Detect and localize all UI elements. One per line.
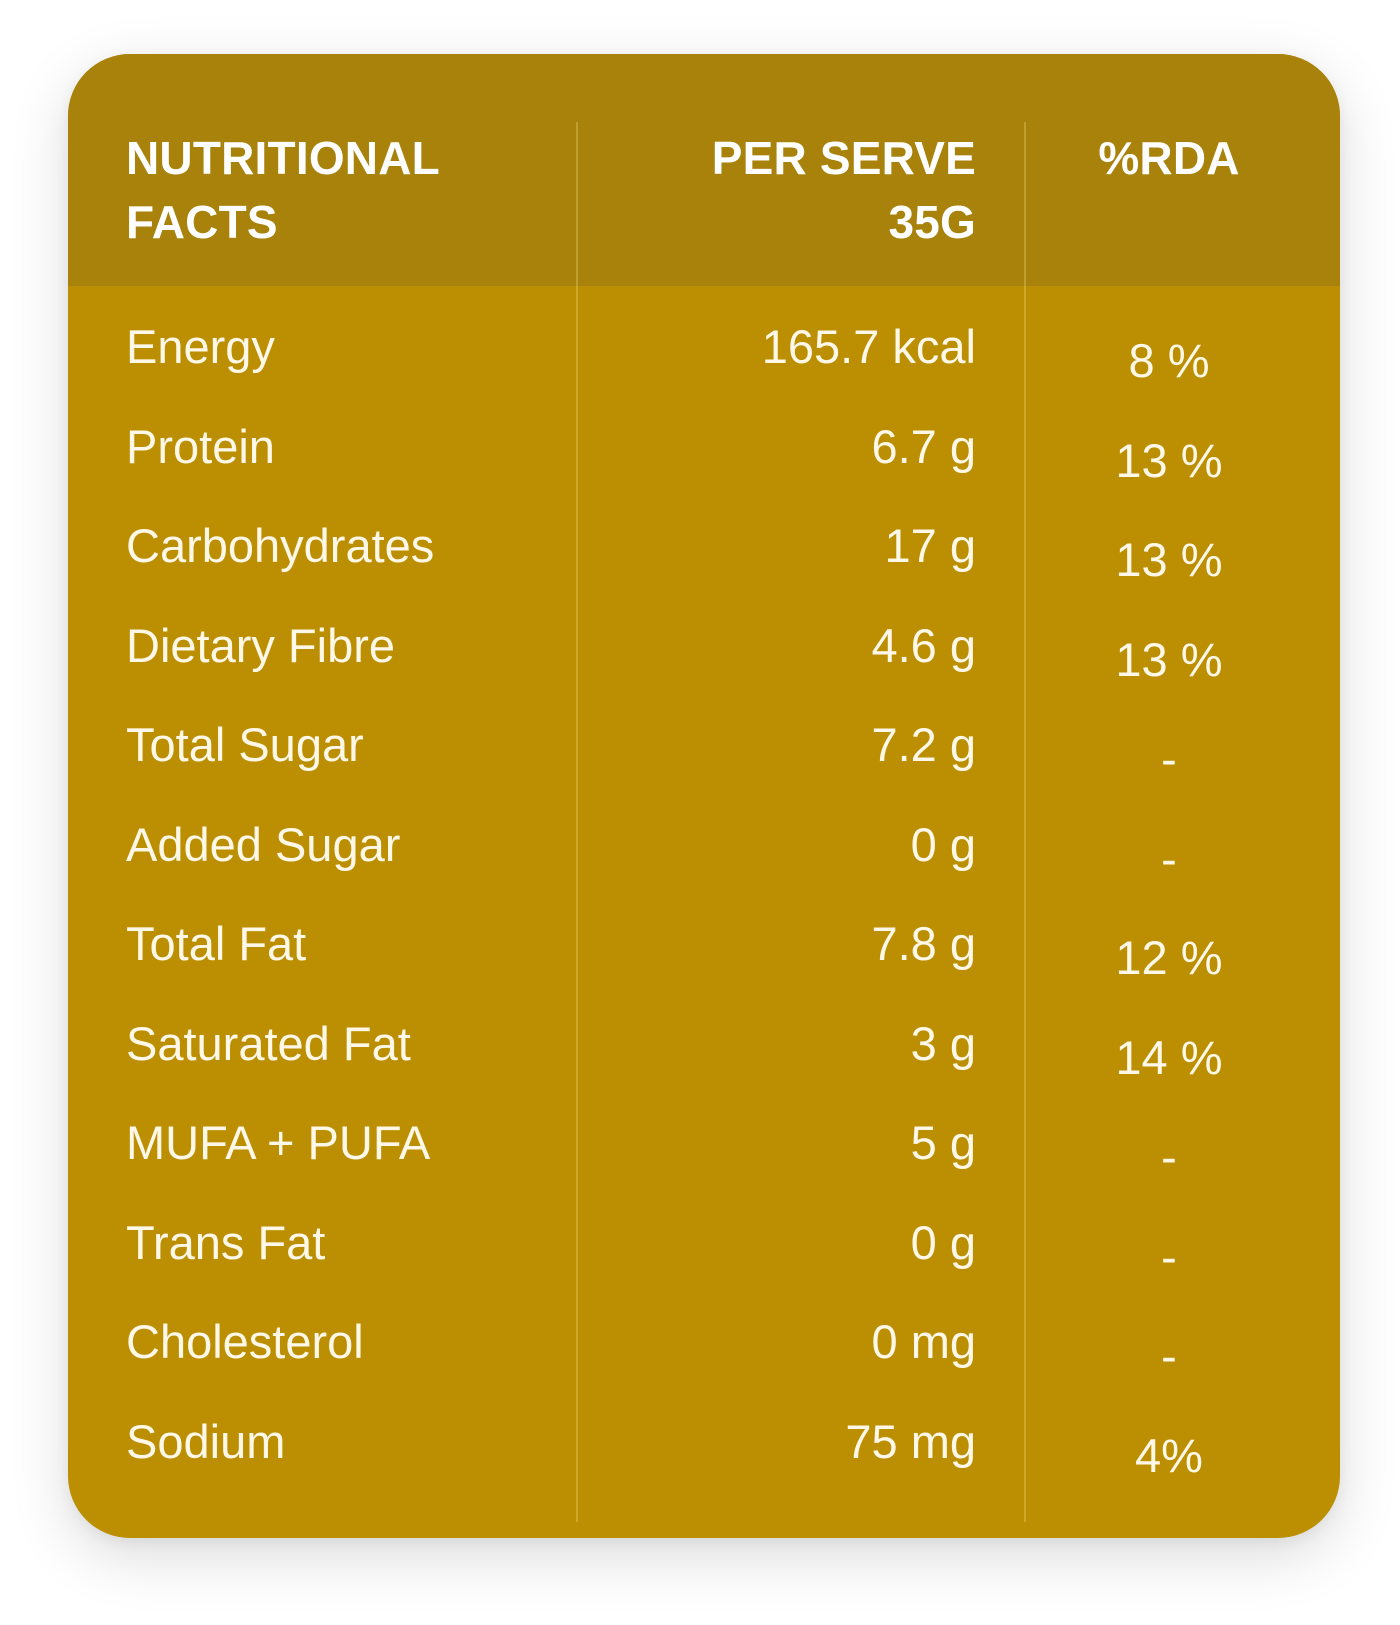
nutrient-name: Sodium [126,1414,286,1468]
nutrient-value: 5 g [910,1116,976,1169]
nutrient-name: Carbohydrates [126,519,435,572]
header-serve-line-2: 35G [888,196,976,248]
table-row: Cholesterol 0 mg - [68,1297,1340,1397]
header-nutritional-facts: NUTRITIONAL FACTS [126,126,566,254]
nutrient-rda: 8 % [1128,334,1210,387]
table-row: Saturated Fat 3 g 14 % [68,999,1340,1099]
header-serve-line-1: PER SERVE [711,132,976,184]
nutrient-rda: - [1161,1329,1177,1382]
header-name-line-1: NUTRITIONAL [126,132,440,184]
table-row: Sodium 75 mg 4% [68,1397,1340,1497]
nutrient-rda: 13 % [1115,533,1223,586]
header-rda-label: %RDA [1098,132,1240,184]
nutrient-name: Total Sugar [126,718,364,771]
nutrient-rda: 13 % [1115,632,1223,686]
nutrient-value: 7.2 g [871,718,976,771]
nutrient-rda: 12 % [1115,931,1223,984]
nutrient-value: 6.7 g [871,419,976,473]
nutrient-rda: - [1161,732,1177,785]
nutrient-name: Energy [126,320,275,373]
table-row: Added Sugar 0 g - [68,800,1340,900]
table-row: Protein 6.7 g 13 % [68,402,1340,502]
nutrient-rda: - [1161,831,1177,885]
nutrient-name: MUFA + PUFA [126,1116,431,1169]
nutrient-rda: - [1161,1130,1177,1183]
nutrient-name: Total Fat [126,917,307,970]
column-divider [576,122,578,1522]
nutrient-value: 0 g [910,1215,976,1269]
table-row: MUFA + PUFA 5 g - [68,1098,1340,1198]
nutrient-name: Protein [126,419,275,473]
table-row: Total Fat 7.8 g 12 % [68,899,1340,999]
nutrient-value: 165.7 kcal [761,320,976,373]
nutrient-name: Saturated Fat [126,1016,411,1070]
nutrient-value: 4.6 g [871,618,976,672]
table-row: Dietary Fibre 4.6 g 13 % [68,601,1340,701]
nutrient-value: 7.8 g [871,917,976,970]
nutrient-name: Dietary Fibre [126,618,396,672]
nutrient-rda: 14 % [1115,1030,1223,1084]
header-rda: %RDA [1024,126,1314,190]
table-row: Energy 165.7 kcal 8 % [68,302,1340,402]
table-row: Trans Fat 0 g - [68,1198,1340,1298]
nutrient-value: 75 mg [845,1414,976,1468]
nutrient-value: 17 g [884,519,976,572]
nutrient-name: Trans Fat [126,1215,326,1269]
nutrition-facts-card: NUTRITIONAL FACTS PER SERVE 35G %RDA Ene… [68,54,1340,1538]
header-per-serve: PER SERVE 35G [576,126,976,254]
table-row: Total Sugar 7.2 g - [68,700,1340,800]
nutrient-rda: 13 % [1115,433,1223,487]
table-header [68,54,1340,286]
column-divider [1024,122,1026,1522]
nutrient-value: 0 mg [871,1315,977,1368]
header-name-line-2: FACTS [126,196,278,248]
nutrient-value: 0 g [910,817,976,871]
nutrient-name: Cholesterol [126,1315,364,1368]
nutrient-value: 3 g [910,1016,976,1070]
nutrient-rda: 4% [1135,1428,1203,1482]
nutrition-rows: Energy 165.7 kcal 8 % Protein 6.7 g 13 %… [68,302,1340,1496]
table-row: Carbohydrates 17 g 13 % [68,501,1340,601]
nutrient-rda: - [1161,1229,1177,1283]
nutrient-name: Added Sugar [126,817,401,871]
